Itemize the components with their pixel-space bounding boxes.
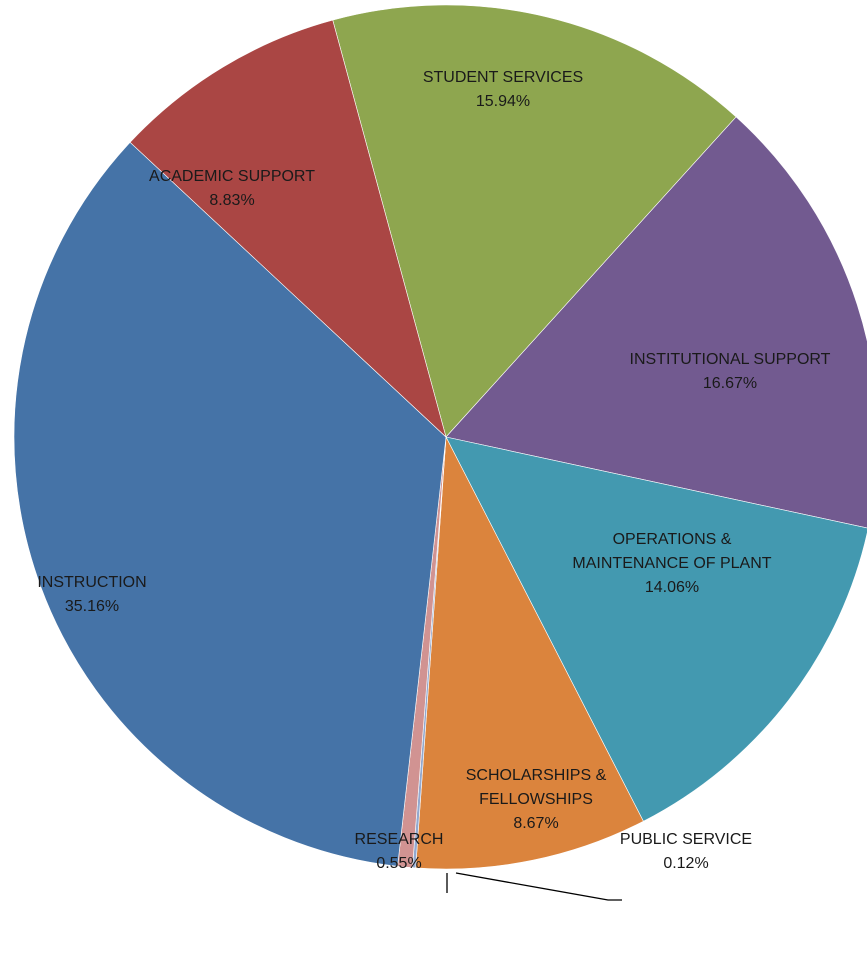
pie-slice-institutional-support: [445, 116, 867, 529]
slice-category: RESEARCH: [355, 831, 444, 848]
leader-lines: [446, 872, 622, 901]
slice-category: ACADEMIC SUPPORT: [149, 168, 315, 185]
slice-category: OPERATIONS &: [613, 531, 732, 548]
slice-label-student-services: STUDENT SERVICES 15.94%: [423, 69, 583, 110]
slice-label-operations-and-maintenance-of-plant: OPERATIONS & MAINTENANCE OF PLANT 14.06%: [572, 531, 771, 596]
slice-value: 35.16%: [65, 598, 119, 615]
pie-slices: [13, 4, 867, 870]
slice-category: INSTITUTIONAL SUPPORT: [630, 351, 831, 368]
slice-category: PUBLIC SERVICE: [620, 831, 752, 848]
slice-value: 8.83%: [209, 192, 254, 209]
leader-line-public-service: [455, 872, 622, 901]
pie-slice-instruction: [13, 141, 447, 867]
slice-category: STUDENT SERVICES: [423, 69, 583, 86]
slice-labels: STUDENT SERVICES 15.94% INSTITUTIONAL SUPP…: [37, 69, 830, 872]
pie-slice-scholarships-and-fellowships: [415, 435, 644, 870]
slice-label-scholarships-and-fellowships: SCHOLARSHIPS & FELLOWSHIPS 8.67%: [466, 767, 607, 832]
pie-slice-student-services: [332, 4, 737, 438]
slice-value: 8.67%: [513, 815, 558, 832]
slice-label-institutional-support: INSTITUTIONAL SUPPORT 16.67%: [630, 351, 831, 392]
slice-value: 0.55%: [376, 855, 421, 872]
slice-category: FELLOWSHIPS: [479, 791, 593, 808]
slice-category: INSTRUCTION: [37, 574, 146, 591]
slice-value: 14.06%: [645, 579, 699, 596]
slice-value: 16.67%: [703, 375, 757, 392]
slice-category: MAINTENANCE OF PLANT: [572, 555, 771, 572]
slice-label-research: RESEARCH 0.55%: [355, 831, 444, 872]
slice-category: SCHOLARSHIPS &: [466, 767, 607, 784]
slice-label-public-service: PUBLIC SERVICE 0.12%: [620, 831, 752, 872]
slice-value: 0.12%: [663, 855, 708, 872]
slice-label-instruction: INSTRUCTION 35.16%: [37, 574, 146, 615]
pie-slice-operations-and-maintenance-of-plant: [445, 436, 867, 822]
slice-value: 15.94%: [476, 93, 530, 110]
pie-slice-academic-support: [129, 19, 447, 438]
slice-label-academic-support: ACADEMIC SUPPORT 8.83%: [149, 168, 315, 209]
